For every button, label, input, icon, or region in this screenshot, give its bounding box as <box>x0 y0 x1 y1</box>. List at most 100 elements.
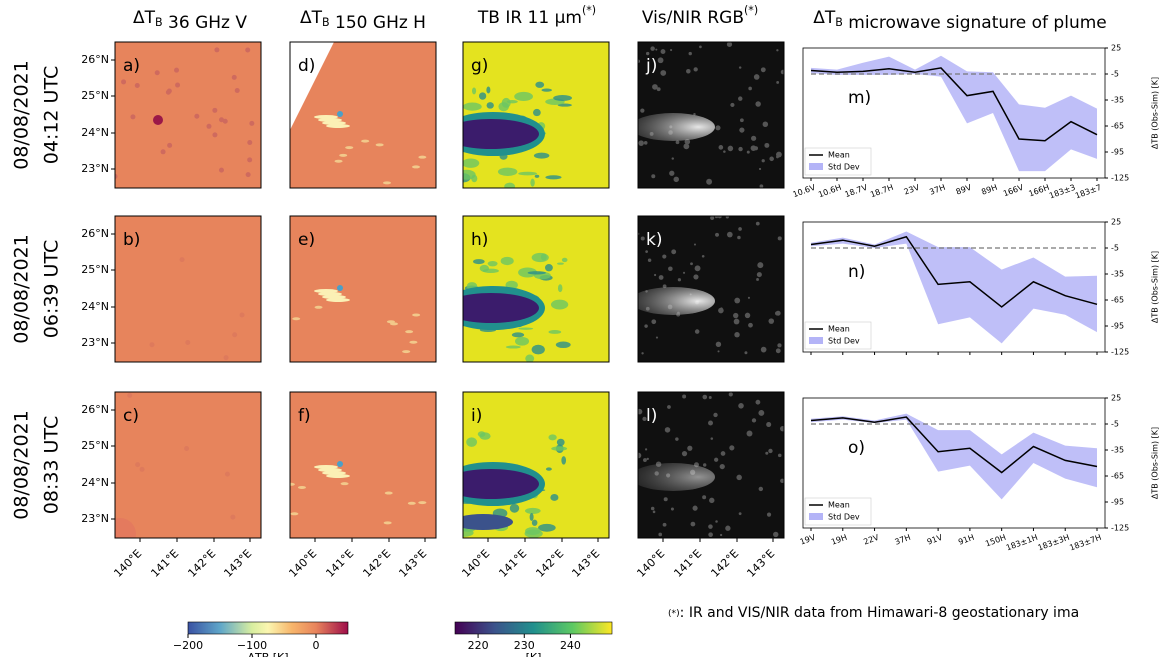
map-feature <box>663 497 668 502</box>
map-feature <box>407 501 416 505</box>
map-frame <box>637 391 785 539</box>
map-feature <box>692 505 698 511</box>
map-feature <box>702 495 707 500</box>
map-background <box>290 216 436 362</box>
mean-line <box>810 235 1098 308</box>
row-date: 08/08/2021 <box>11 234 33 344</box>
y-tick-label: -65 <box>1111 122 1124 131</box>
map-feature <box>224 471 230 477</box>
row-time: 04:12 UTC <box>41 66 63 164</box>
y-axis-label: ΔTB (Obs-Sim) [K] <box>1151 427 1160 499</box>
map-feature <box>643 141 648 145</box>
map-feature <box>682 394 687 399</box>
map-feature <box>655 48 658 51</box>
map-feature <box>720 307 723 310</box>
colorbar-label: [K] <box>526 651 542 657</box>
map-feature <box>418 501 427 505</box>
map-feature <box>670 48 673 52</box>
legend-label: Std Dev <box>828 337 860 346</box>
map-feature <box>530 178 535 187</box>
map-frame <box>637 41 785 189</box>
map-feature <box>149 342 155 348</box>
map-panel <box>290 392 436 538</box>
std-band <box>811 55 1097 172</box>
map-feature <box>720 451 726 456</box>
map-feature <box>645 51 650 56</box>
plume <box>638 113 715 141</box>
y-tick-label: -125 <box>1111 524 1129 533</box>
map-feature <box>556 438 565 446</box>
map-feature <box>762 121 769 128</box>
x-tick-label: 183±7 <box>1074 183 1103 201</box>
map-frame <box>114 391 262 539</box>
colorbar-tick-label: −100 <box>237 639 267 652</box>
map-feature <box>644 448 648 451</box>
map-feature <box>662 522 667 527</box>
map-feature <box>383 181 392 185</box>
legend-swatch <box>809 337 823 344</box>
map-feature <box>239 312 245 318</box>
map-panel <box>463 42 609 188</box>
map-feature <box>214 47 220 53</box>
map-feature <box>738 146 743 152</box>
map-feature <box>658 532 663 537</box>
subscript: B <box>155 16 163 29</box>
map-feature <box>550 493 559 501</box>
x-tick-label: 19V <box>799 533 817 547</box>
map-feature <box>739 118 744 123</box>
map-feature <box>708 396 712 399</box>
map-feature <box>652 84 658 90</box>
map-feature <box>766 512 772 517</box>
map-feature <box>525 527 541 535</box>
map-feature <box>292 317 301 321</box>
lat-tick-label: 24°N <box>81 300 109 313</box>
map-feature <box>747 296 751 299</box>
map-feature <box>231 74 237 80</box>
superscript: (*) <box>744 4 758 17</box>
map-feature <box>232 332 238 338</box>
text-part: ΔT <box>300 8 323 28</box>
map-feature <box>322 121 346 125</box>
panel-letter: n) <box>848 262 865 282</box>
y-tick-label: -65 <box>1111 296 1124 305</box>
map-feature <box>501 97 511 108</box>
map-panel <box>638 216 784 362</box>
map-feature <box>322 471 346 475</box>
std-band <box>811 231 1097 344</box>
map-feature <box>693 112 696 116</box>
y-tick-label: -35 <box>1111 96 1124 105</box>
map-feature <box>760 67 766 73</box>
map-feature <box>463 469 539 499</box>
panel-letter: k) <box>646 230 662 250</box>
panel-letter: i) <box>471 406 482 426</box>
lon-tick-label: 143°E <box>744 547 777 580</box>
map-feature <box>525 507 541 514</box>
subscript: B <box>835 16 843 29</box>
map-feature <box>345 146 354 150</box>
map-feature <box>675 437 679 441</box>
map-feature <box>544 264 553 272</box>
std-band <box>811 413 1097 500</box>
y-tick-label: -35 <box>1111 446 1124 455</box>
map-feature <box>694 265 701 272</box>
map-feature <box>553 94 572 102</box>
map-feature <box>746 150 750 154</box>
map-feature <box>160 149 166 155</box>
map-feature <box>710 216 715 220</box>
map-feature <box>642 416 647 421</box>
map-feature <box>135 462 141 468</box>
map-panel <box>290 216 436 362</box>
panel-letter: l) <box>646 406 657 426</box>
map-feature <box>677 278 682 282</box>
map-feature <box>212 132 218 138</box>
colorbar-tick-label: 230 <box>514 639 535 652</box>
lat-tick-label: 25°N <box>81 89 109 102</box>
map-feature <box>389 322 398 326</box>
map-feature <box>755 399 761 405</box>
map-feature <box>640 236 645 241</box>
map-background <box>290 392 436 538</box>
map-feature <box>751 135 757 141</box>
mean-line <box>810 416 1098 474</box>
x-tick-label: 18.7H <box>869 183 894 200</box>
